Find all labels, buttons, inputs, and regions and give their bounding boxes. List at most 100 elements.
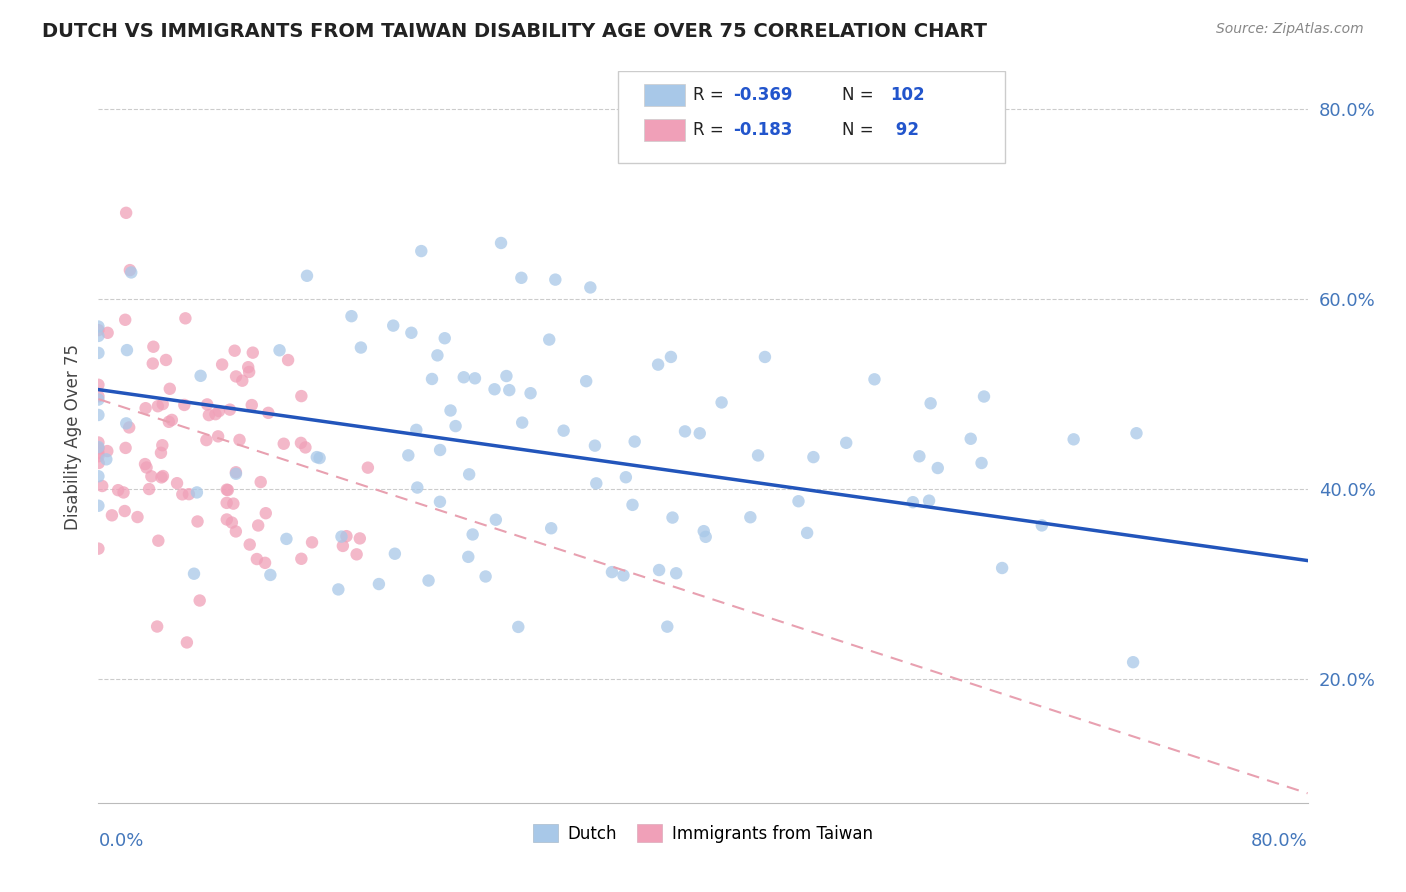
Point [87,435,110,450]
Point [673,425,696,439]
Point [276,532,298,546]
Point [290,551,312,566]
Point [183,566,205,581]
Point [357,460,380,475]
Point [367,577,389,591]
Point [330,530,353,544]
Point [146,399,169,413]
Point [600,565,623,579]
FancyBboxPatch shape [619,71,1005,163]
Text: 92: 92 [890,121,920,139]
Point [135,401,157,416]
Text: -0.183: -0.183 [734,121,793,139]
Point [461,527,484,541]
Text: 0.0%: 0.0% [98,832,143,850]
Point [612,568,634,582]
Point [647,358,669,372]
Point [115,343,138,358]
Point [464,371,486,385]
Point [540,521,562,535]
Point [208,404,231,418]
Point [112,485,135,500]
Point [246,552,269,566]
Point [222,497,245,511]
Point [405,423,427,437]
Point [152,397,174,411]
Point [614,470,637,484]
Point [101,508,124,523]
Point [349,532,371,546]
Point [134,457,156,471]
Point [485,513,508,527]
Point [225,524,247,539]
Point [1031,518,1053,533]
Text: N =: N = [842,86,879,103]
Point [87,389,110,403]
Point [149,446,172,460]
Point [150,438,173,452]
Text: 102: 102 [890,86,925,103]
Text: Source: ZipAtlas.com: Source: ZipAtlas.com [1216,22,1364,37]
Point [710,395,733,409]
Point [190,368,212,383]
Point [796,525,818,540]
Point [1125,426,1147,441]
Point [118,263,141,277]
Point [186,485,208,500]
Point [242,345,264,359]
Point [249,475,271,489]
Point [583,439,606,453]
Point [146,619,169,633]
Point [155,353,177,368]
Point [114,313,136,327]
Point [254,556,277,570]
Point [273,436,295,450]
Point [215,512,238,526]
Point [257,406,280,420]
Point [174,311,197,326]
Point [508,620,530,634]
Point [420,372,443,386]
Point [87,469,110,483]
Point [787,494,810,508]
Point [290,436,312,450]
Point [177,487,200,501]
Point [665,566,688,581]
Point [195,397,218,411]
Point [238,365,260,379]
Point [433,331,456,345]
Text: 80.0%: 80.0% [1251,832,1308,850]
Point [510,416,533,430]
Point [225,465,247,479]
Point [295,268,318,283]
Point [519,386,541,401]
Point [426,348,449,362]
Point [87,449,110,463]
Point [114,441,136,455]
Point [575,374,598,388]
Point [142,357,165,371]
Point [991,561,1014,575]
Point [1063,433,1085,447]
Point [259,568,281,582]
Point [231,374,253,388]
FancyBboxPatch shape [644,84,685,106]
Point [172,487,194,501]
Point [474,569,496,583]
Point [148,533,170,548]
Point [328,582,350,597]
Point [439,403,461,417]
Text: DUTCH VS IMMIGRANTS FROM TAIWAN DISABILITY AGE OVER 75 CORRELATION CHART: DUTCH VS IMMIGRANTS FROM TAIWAN DISABILI… [42,22,987,41]
Point [495,369,517,384]
Point [659,350,682,364]
Point [87,541,110,556]
Point [87,346,110,360]
Point [221,516,243,530]
Point [553,424,575,438]
Point [215,496,238,510]
Point [138,482,160,496]
Point [217,483,239,497]
Point [150,470,173,484]
Point [927,461,949,475]
Point [429,442,451,457]
